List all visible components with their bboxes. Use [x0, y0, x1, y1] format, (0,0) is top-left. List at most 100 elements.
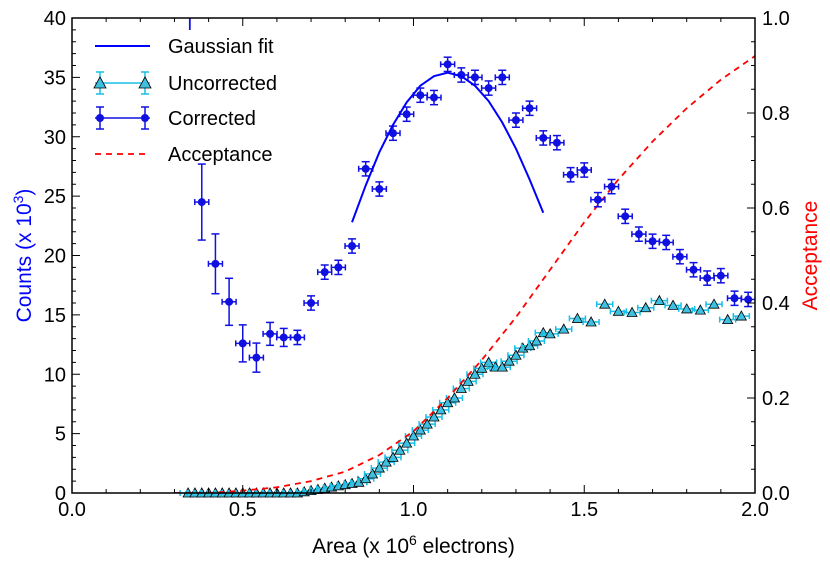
- legend-item: Corrected: [95, 106, 256, 130]
- uncorrected-point: [397, 437, 416, 448]
- corrected-point: [303, 295, 319, 311]
- uncorrected-marker: [599, 298, 611, 309]
- uncorrected-marker: [558, 323, 570, 334]
- corrected-marker: [443, 60, 452, 69]
- gaussian-fit-line: [351, 71, 545, 223]
- corrected-marker: [498, 73, 507, 82]
- y-tick-label: 30: [44, 127, 66, 149]
- uncorrected-marker: [681, 303, 693, 314]
- uncorrected-marker: [640, 301, 652, 313]
- corrected-marker: [621, 212, 630, 221]
- corrected-point: [685, 261, 702, 278]
- uncorrected-point: [691, 304, 710, 315]
- corrected-marker: [429, 93, 438, 102]
- uncorrected-marker: [387, 451, 399, 462]
- corrected-point: [617, 208, 633, 225]
- uncorrected-marker: [435, 404, 447, 415]
- uncorrected-marker: [612, 305, 625, 316]
- uncorrected-point: [555, 323, 573, 334]
- corrected-marker: [593, 195, 602, 204]
- uncorrected-marker: [373, 462, 386, 473]
- uncorrected-marker: [421, 418, 433, 429]
- uncorrected-marker: [653, 294, 666, 306]
- y2-tick-label: 0.0: [762, 483, 790, 505]
- corrected-point: [631, 226, 647, 242]
- corrected-marker: [580, 166, 589, 174]
- corrected-marker: [552, 138, 561, 147]
- corrected-marker: [470, 73, 479, 82]
- corrected-point: [262, 321, 278, 347]
- corrected-point: [740, 291, 755, 308]
- corrected-marker: [266, 329, 275, 338]
- uncorrected-marker: [503, 355, 515, 366]
- uncorrected-point: [541, 328, 559, 339]
- uncorrected-point: [582, 316, 600, 327]
- corrected-point: [289, 329, 306, 346]
- uncorrected-point: [493, 361, 512, 372]
- legend-swatch-marker: [96, 114, 104, 122]
- uncorrected-marker: [735, 310, 748, 321]
- corrected-point: [194, 163, 210, 241]
- legend: Gaussian fit Uncorrected Corrected Acceptan…: [93, 36, 277, 166]
- corrected-point: [549, 134, 565, 151]
- corrected-point: [439, 56, 456, 73]
- corrected-point: [371, 181, 388, 197]
- uncorrected-marker: [544, 328, 556, 339]
- corrected-point: [726, 290, 743, 307]
- x-tick-label: 0.0: [58, 499, 86, 521]
- corrected-marker: [675, 252, 684, 261]
- corrected-marker: [334, 263, 343, 272]
- corrected-marker: [402, 110, 411, 119]
- corrected-point: [644, 233, 661, 250]
- legend-swatch-marker: [141, 114, 149, 122]
- corrected-point: [235, 324, 251, 363]
- legend-label: Gaussian fit: [168, 36, 274, 58]
- y-tick-label: 15: [44, 305, 66, 327]
- uncorrected-marker: [722, 313, 734, 325]
- uncorrected-marker: [530, 335, 543, 346]
- corrected-point: [248, 342, 265, 373]
- uncorrected-marker: [462, 375, 474, 386]
- legend-item: Acceptance: [95, 144, 273, 166]
- uncorrected-point: [650, 294, 669, 306]
- uncorrected-marker: [626, 306, 638, 317]
- uncorrected-marker: [469, 368, 481, 379]
- ticks-layer: 0.0 0.5 1.0 1.5 2.0 0 5 10 15 20 25 30 35 40 0.0 0.2 0.4…: [44, 8, 790, 521]
- uncorrected-marker: [667, 299, 679, 310]
- uncorrected-point: [623, 306, 641, 317]
- y-tick-label: 5: [55, 424, 66, 446]
- corrected-marker: [634, 230, 643, 239]
- legend-swatch-marker: [93, 76, 107, 89]
- y-tick-label: 40: [44, 8, 66, 30]
- x-tick-label: 1.5: [570, 499, 598, 521]
- corrected-marker: [689, 265, 698, 274]
- y2-tick-label: 0.4: [762, 293, 790, 315]
- corrected-point: [603, 178, 620, 195]
- corrected-marker: [484, 84, 493, 93]
- y2-tick-label: 0.6: [762, 198, 790, 220]
- uncorrected-marker: [708, 298, 720, 309]
- corrected-marker: [252, 353, 261, 362]
- y2-tick-label: 0.2: [762, 388, 790, 410]
- corrected-marker: [293, 333, 302, 342]
- corrected-marker: [197, 198, 206, 207]
- corrected-marker: [525, 104, 534, 113]
- uncorrected-point: [391, 444, 409, 455]
- uncorrected-marker: [448, 392, 461, 403]
- uncorrected-marker: [366, 468, 379, 479]
- y2-tick-label: 0.8: [762, 103, 790, 125]
- uncorrected-marker: [476, 362, 488, 373]
- uncorrected-point: [705, 298, 723, 309]
- uncorrected-point: [568, 312, 587, 323]
- corrected-point: [316, 264, 333, 280]
- uncorrected-marker: [585, 316, 597, 327]
- y-tick-label: 0: [55, 483, 66, 505]
- corrected-point: [562, 166, 579, 183]
- uncorrected-marker: [428, 411, 440, 422]
- x-tick-label: 0.5: [229, 499, 257, 521]
- y2-axis-title: Acceptance: [799, 201, 822, 311]
- y2-tick-label: 1.0: [762, 8, 790, 30]
- x-axis-title: Area (x 106 electrons): [312, 532, 515, 558]
- legend-swatch-marker: [138, 76, 152, 89]
